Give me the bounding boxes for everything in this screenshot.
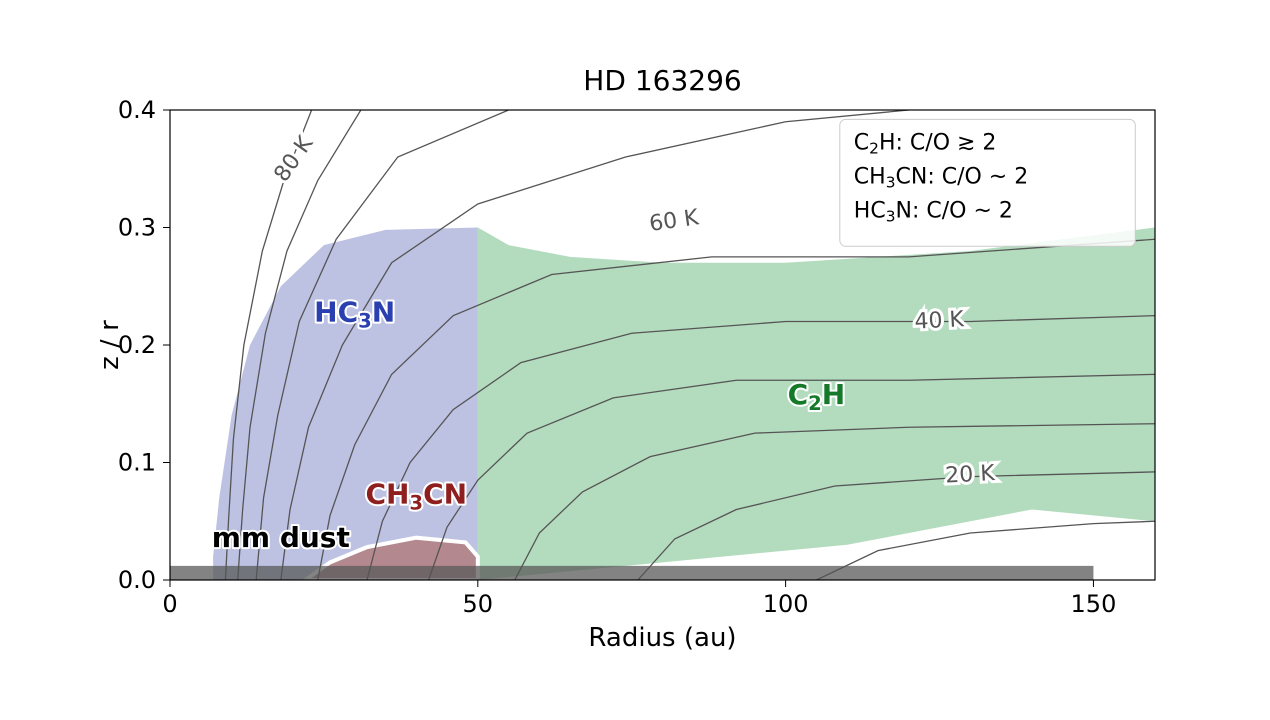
y-tick-label: 0.4: [118, 96, 156, 124]
region-label-mm-dust: mm dust: [212, 521, 350, 554]
svg-text:40 K: 40 K: [914, 307, 965, 335]
region-label-HC3N: HC3N: [314, 296, 395, 333]
legend-line: CH3CN: C/O ~ 2: [854, 164, 1028, 191]
y-tick-label: 0.3: [118, 214, 156, 242]
legend-line: HC3N: C/O ~ 2: [854, 198, 1013, 225]
x-axis-label: Radius (au): [588, 623, 736, 653]
chart-title: HD 163296: [583, 64, 741, 97]
chart-svg: HD 163296 80 K80 K 60 K60 K 40 K40 K 20 K20 …: [100, 60, 1170, 660]
svg-text:mm dust: mm dust: [212, 521, 350, 554]
svg-text:HC3N: HC3N: [314, 296, 395, 333]
contour-label: 20 K20 K: [945, 461, 996, 489]
contour-label: 40 K40 K: [914, 307, 965, 335]
x-tick-label: 100: [763, 590, 809, 618]
y-tick-label: 0.0: [118, 566, 156, 594]
contour-label: 80 K80 K: [270, 131, 319, 186]
y-tick-label: 0.1: [118, 449, 156, 477]
contour-label: 60 K60 K: [648, 205, 701, 237]
x-tick-label: 150: [1071, 590, 1117, 618]
svg-text:80 K: 80 K: [270, 131, 319, 186]
svg-text:60 K: 60 K: [648, 205, 701, 237]
y-axis-label: z / r: [100, 320, 125, 370]
region-mm-dust: [170, 566, 1093, 580]
disk-structure-chart: HD 163296 80 K80 K 60 K60 K 40 K40 K 20 K20 …: [100, 60, 1170, 660]
x-tick-label: 50: [463, 590, 494, 618]
svg-text:20 K: 20 K: [945, 461, 996, 489]
x-tick-label: 0: [162, 590, 177, 618]
